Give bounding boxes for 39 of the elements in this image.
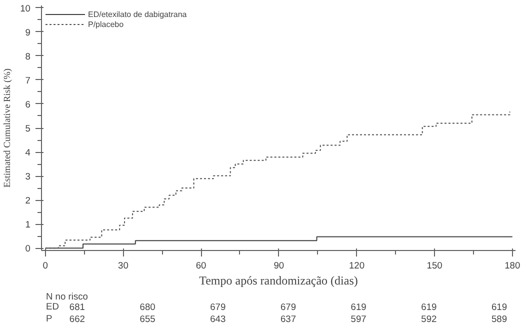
text: P	[46, 314, 52, 324]
text: 681	[69, 302, 86, 312]
text: 643	[210, 314, 226, 324]
y-tick-label: 3	[25, 172, 31, 182]
text: ED	[46, 302, 60, 312]
x-tick-label: 180	[504, 260, 520, 270]
legend-label: ED/etexilato de dabigatrana	[88, 9, 187, 19]
x-tick-label: 60	[196, 260, 206, 270]
legend-label: P/placebo	[88, 19, 124, 29]
y-tick-label: 10	[20, 3, 31, 14]
text: 655	[140, 314, 156, 324]
x-tick-label: 120	[348, 260, 365, 270]
text: 592	[421, 314, 437, 324]
text: 589	[491, 314, 508, 324]
x-tick-label: 150	[426, 260, 442, 270]
y-tick-label: 9	[25, 27, 31, 38]
text: 619	[421, 302, 437, 312]
x-tick-label: 0	[42, 260, 48, 270]
y-axis-title: Estimated Cumulative Risk (%)	[3, 68, 14, 188]
y-tick-label: 7	[25, 75, 31, 86]
text: 680	[140, 302, 156, 312]
y-tick-label: 6	[25, 99, 31, 110]
x-axis-title: Tempo após randomização (dias)	[199, 274, 358, 288]
text: 637	[280, 314, 296, 324]
text: 619	[350, 302, 366, 312]
y-tick-label: 4	[25, 148, 31, 158]
text: N no risco	[46, 292, 88, 302]
y-tick-label: 0	[25, 244, 31, 254]
text: 619	[491, 302, 508, 312]
y-tick-label: 5	[25, 124, 31, 134]
x-tick-label: 90	[274, 260, 284, 270]
y-tick-label: 1	[25, 220, 31, 230]
y-tick-label: 2	[25, 196, 31, 206]
text: 679	[280, 302, 296, 312]
text: 662	[69, 314, 86, 324]
text: 679	[210, 302, 226, 312]
text: 597	[350, 314, 366, 324]
y-tick-label: 8	[25, 51, 31, 62]
x-tick-label: 30	[118, 260, 128, 270]
